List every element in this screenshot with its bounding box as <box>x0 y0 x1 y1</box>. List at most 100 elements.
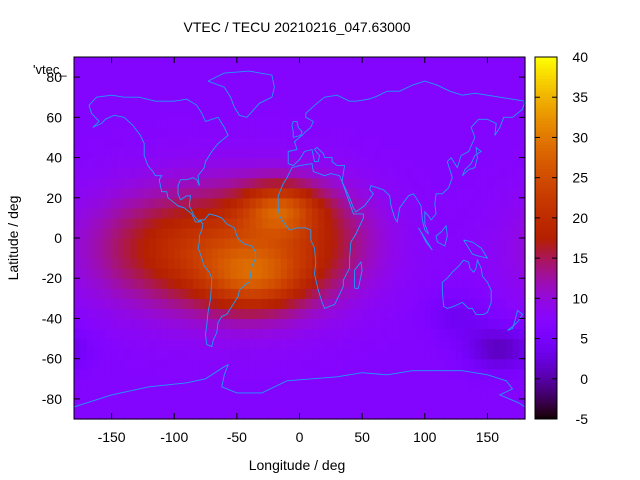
heatmap-cell <box>180 398 188 410</box>
heatmap-cell <box>180 77 188 88</box>
heatmap-cell <box>186 248 194 259</box>
heatmap-cell <box>368 87 376 98</box>
heatmap-cell <box>286 398 294 410</box>
heatmap-cell <box>418 398 426 410</box>
colorbar-step <box>535 376 557 381</box>
heatmap-cell <box>499 107 507 118</box>
heatmap-cell <box>468 308 476 320</box>
heatmap-cell <box>512 197 520 209</box>
heatmap-cell <box>449 177 457 189</box>
colorbar-step <box>535 174 557 179</box>
heatmap-cell <box>405 388 413 400</box>
heatmap-cell <box>368 328 376 340</box>
heatmap-cell <box>493 298 501 309</box>
heatmap-cell <box>305 338 313 350</box>
heatmap-cell <box>167 248 175 259</box>
heatmap-cell <box>462 358 470 370</box>
heatmap-cell <box>399 278 407 289</box>
heatmap-cell <box>149 67 157 78</box>
heatmap-cell <box>99 348 106 360</box>
heatmap-cell <box>405 358 413 370</box>
heatmap-cell <box>236 318 244 330</box>
heatmap-cell <box>487 328 495 340</box>
heatmap-cell <box>443 398 451 410</box>
heatmap-cell <box>499 137 507 149</box>
heatmap-cell <box>243 77 250 88</box>
heatmap-cell <box>111 167 119 179</box>
heatmap-cell <box>355 187 363 199</box>
heatmap-cell <box>324 227 332 239</box>
heatmap-cell <box>405 197 413 209</box>
heatmap-cell <box>305 298 313 309</box>
heatmap-cell <box>518 288 526 299</box>
heatmap-cell <box>393 117 401 128</box>
heatmap-cell <box>349 318 357 330</box>
heatmap-cell <box>405 288 413 299</box>
heatmap-cell <box>487 97 495 108</box>
heatmap-cell <box>493 77 501 88</box>
heatmap-cell <box>437 157 445 169</box>
heatmap-cell <box>136 57 144 68</box>
colorbar-step <box>535 198 557 203</box>
coastline-segment <box>287 80 526 235</box>
heatmap-cell <box>412 338 420 350</box>
heatmap-cell <box>280 187 288 199</box>
heatmap-cell <box>155 57 163 68</box>
heatmap-cell <box>393 107 401 118</box>
heatmap-cell <box>387 97 395 108</box>
heatmap-cell <box>324 157 332 169</box>
heatmap-cell <box>124 298 131 309</box>
heatmap-cell <box>474 288 482 299</box>
heatmap-cell <box>362 398 369 410</box>
heatmap-cell <box>431 388 438 400</box>
heatmap-cell <box>431 207 438 219</box>
heatmap-cell <box>105 137 113 149</box>
colorbar-step <box>535 277 557 281</box>
heatmap-cell <box>437 308 445 320</box>
heatmap-cell <box>274 328 282 340</box>
heatmap-cell <box>218 298 225 309</box>
heatmap-cell <box>299 238 307 249</box>
heatmap-cell <box>130 268 138 279</box>
heatmap-cell <box>249 177 257 189</box>
heatmap-cell <box>362 117 369 128</box>
heatmap-cell <box>230 107 238 118</box>
heatmap-cell <box>199 97 207 108</box>
colorbar-step <box>535 213 557 218</box>
heatmap-cell <box>149 147 157 159</box>
heatmap-cell <box>261 167 269 179</box>
heatmap-cell <box>462 217 470 229</box>
heatmap-cell <box>155 67 163 78</box>
heatmap-cell <box>274 338 282 350</box>
heatmap-cell <box>230 147 238 159</box>
heatmap-cell <box>312 217 319 229</box>
heatmap-cell <box>518 368 526 380</box>
heatmap-cell <box>418 308 426 320</box>
heatmap-cell <box>167 187 175 199</box>
heatmap-cell <box>186 157 194 169</box>
heatmap-cell <box>230 157 238 169</box>
heatmap-cell <box>124 87 131 98</box>
heatmap-cell <box>424 207 432 219</box>
heatmap-cell <box>124 318 131 330</box>
heatmap-cell <box>374 127 382 139</box>
heatmap-cell <box>142 388 150 400</box>
heatmap-cell <box>161 238 169 249</box>
heatmap-cell <box>142 157 150 169</box>
heatmap-cell <box>324 328 332 340</box>
heatmap-cell <box>337 207 344 219</box>
heatmap-cell <box>205 157 213 169</box>
heatmap-cell <box>293 238 301 249</box>
heatmap-cell <box>80 328 88 340</box>
heatmap-cell <box>243 248 250 259</box>
heatmap-cell <box>493 117 501 128</box>
heatmap-cell <box>305 97 313 108</box>
heatmap-cell <box>487 127 495 139</box>
heatmap-cell <box>124 107 131 118</box>
heatmap-cell <box>493 348 501 360</box>
heatmap-cell <box>218 288 225 299</box>
heatmap-cell <box>186 107 194 118</box>
heatmap-cell <box>437 77 445 88</box>
heatmap-cell <box>355 157 363 169</box>
heatmap-cell <box>499 288 507 299</box>
